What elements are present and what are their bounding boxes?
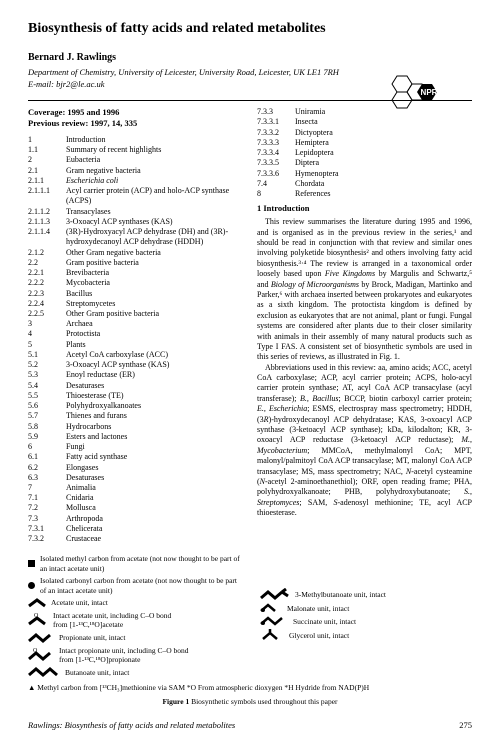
toc-entry: 6.1Fatty acid synthase — [28, 452, 243, 462]
author-name: Bernard J. Rawlings — [28, 52, 472, 65]
toc-entry: 2.2Gram positive bacteria — [28, 258, 243, 268]
succinate-icon — [260, 616, 288, 626]
toc-entry: 7.1Cnidaria — [28, 493, 243, 503]
legend-text: Intact propionate unit, including C–O bo… — [59, 646, 189, 655]
toc-entry: 5.8Hydrocarbons — [28, 422, 243, 432]
figure-caption: Figure 1 Biosynthetic symbols used throu… — [28, 697, 472, 706]
toc-entry: 7.3.3.2Dictyoptera — [257, 128, 472, 138]
toc-entry: 7.3.1Chelicerata — [28, 524, 243, 534]
toc-entry: 5.9Esters and lactones — [28, 432, 243, 442]
coverage-line: Coverage: 1995 and 1996 — [28, 107, 243, 118]
acetate-icon — [28, 598, 46, 608]
legend-text: 3-Methylbutanoate unit, intact — [295, 590, 386, 599]
toc-entry: 4Protoctista — [28, 329, 243, 339]
toc-entry: 2.1.1.1Acyl carrier protein (ACP) and ho… — [28, 186, 243, 206]
toc-entry: 2.2.2Mycobacteria — [28, 278, 243, 288]
toc-entry: 3Archaea — [28, 319, 243, 329]
toc-entry: 7.3Arthropoda — [28, 514, 243, 524]
toc-entry: 7.3.3.5Diptera — [257, 158, 472, 168]
toc-entry: 7.3.3.3Hemiptera — [257, 138, 472, 148]
toc-entry: 2.1.1.4(3R)-Hydroxyacyl ACP dehydrase (D… — [28, 227, 243, 247]
toc-left: 1Introduction1.1Summary of recent highli… — [28, 135, 243, 544]
toc-entry: 7.2Mollusca — [28, 503, 243, 513]
legend-bottom: ▲ Methyl carbon from [¹³CH₃]methionine v… — [28, 683, 369, 692]
legend-text: from [1-¹³C,¹⁸O]acetate — [53, 620, 123, 629]
legend-text: Succinate unit, intact — [293, 617, 356, 626]
toc-entry: 5.23-Oxoacyl ACP synthase (KAS) — [28, 360, 243, 370]
propionate-o-icon: O — [28, 648, 54, 662]
footer-left: Rawlings: Biosynthesis of fatty acids an… — [28, 720, 235, 731]
toc-entry: 7.3.3.6Hymenoptera — [257, 169, 472, 179]
intro-para-2: Abbreviations used in this review: aa, a… — [257, 363, 472, 519]
page-title: Biosynthesis of fatty acids and related … — [28, 20, 472, 38]
legend-text: Isolated carbonyl carbon from acetate (n… — [40, 576, 240, 595]
toc-entry: 2Eubacteria — [28, 155, 243, 165]
legend-text: Butanoate unit, intact — [65, 668, 129, 677]
toc-entry: 5Plants — [28, 340, 243, 350]
toc-entry: 2.2.1Brevibacteria — [28, 268, 243, 278]
malonate-icon — [260, 603, 282, 613]
svg-text:O: O — [33, 648, 38, 654]
toc-entry: 7.3.2Crustaceae — [28, 534, 243, 544]
propionate-icon — [28, 633, 54, 643]
intro-heading: 1 Introduction — [257, 203, 472, 214]
toc-entry: 7.4Chordata — [257, 179, 472, 189]
page-number: 275 — [459, 720, 472, 731]
previous-review-line: Previous review: 1997, 14, 335 — [28, 118, 243, 129]
toc-entry: 2.1.2Other Gram negative bacteria — [28, 248, 243, 258]
toc-entry: 5.7Thienes and furans — [28, 411, 243, 421]
toc-entry: 1Introduction — [28, 135, 243, 145]
toc-entry: 5.5Thioesterase (TE) — [28, 391, 243, 401]
acetate-o-icon: O — [28, 613, 48, 627]
legend-text: Malonate unit, intact — [287, 604, 349, 613]
glycerol-icon — [260, 629, 284, 641]
toc-entry: 2.2.5Other Gram positive bacteria — [28, 309, 243, 319]
legend-text: Isolated methyl carbon from acetate (not… — [40, 554, 240, 573]
toc-entry: 6.2Elongases — [28, 463, 243, 473]
toc-entry: 2.2.3Bacillus — [28, 289, 243, 299]
svg-text:O: O — [34, 613, 39, 619]
toc-entry: 2.1.1.2Transacylases — [28, 207, 243, 217]
right-column: 7.3.3Uniramia7.3.3.1Insecta7.3.3.2Dictyo… — [257, 107, 472, 544]
legend-text: from [1-¹³C,¹⁸O]propionate — [59, 655, 140, 664]
svg-text:NPR: NPR — [421, 88, 438, 97]
toc-entry: 2.2.4Streptomycetes — [28, 299, 243, 309]
legend-text: Propionate unit, intact — [59, 633, 125, 642]
toc-entry: 7.3.3.4Lepidoptera — [257, 148, 472, 158]
toc-entry: 6Fungi — [28, 442, 243, 452]
toc-entry: 7Animalia — [28, 483, 243, 493]
legend-text: Intact acetate unit, including C–O bond — [53, 611, 171, 620]
intro-para-1: This review summarises the literature du… — [257, 217, 472, 362]
toc-entry: 1.1Summary of recent highlights — [28, 145, 243, 155]
toc-entry: 5.1Acetyl CoA carboxylase (ACC) — [28, 350, 243, 360]
toc-entry: 8References — [257, 189, 472, 199]
toc-entry: 2.1.1Escherichia coli — [28, 176, 243, 186]
figure-1: Isolated methyl carbon from acetate (not… — [28, 554, 472, 706]
methylbutanoate-icon — [260, 588, 290, 600]
square-icon — [28, 560, 35, 567]
left-column: Coverage: 1995 and 1996 Previous review:… — [28, 107, 243, 544]
journal-logo: NPR — [384, 70, 444, 125]
toc-entry: 6.3Desaturases — [28, 473, 243, 483]
toc-entry: 5.6Polyhydroxyalkanoates — [28, 401, 243, 411]
toc-entry: 5.4Desaturases — [28, 381, 243, 391]
legend-text: Acetate unit, intact — [51, 598, 108, 607]
toc-entry: 2.1.1.33-Oxoacyl ACP synthases (KAS) — [28, 217, 243, 227]
circle-icon — [28, 582, 35, 589]
toc-entry: 5.3Enoyl reductase (ER) — [28, 370, 243, 380]
butanoate-icon — [28, 667, 60, 677]
legend-text: Glycerol unit, intact — [289, 631, 349, 640]
toc-entry: 2.1Gram negative bacteria — [28, 166, 243, 176]
